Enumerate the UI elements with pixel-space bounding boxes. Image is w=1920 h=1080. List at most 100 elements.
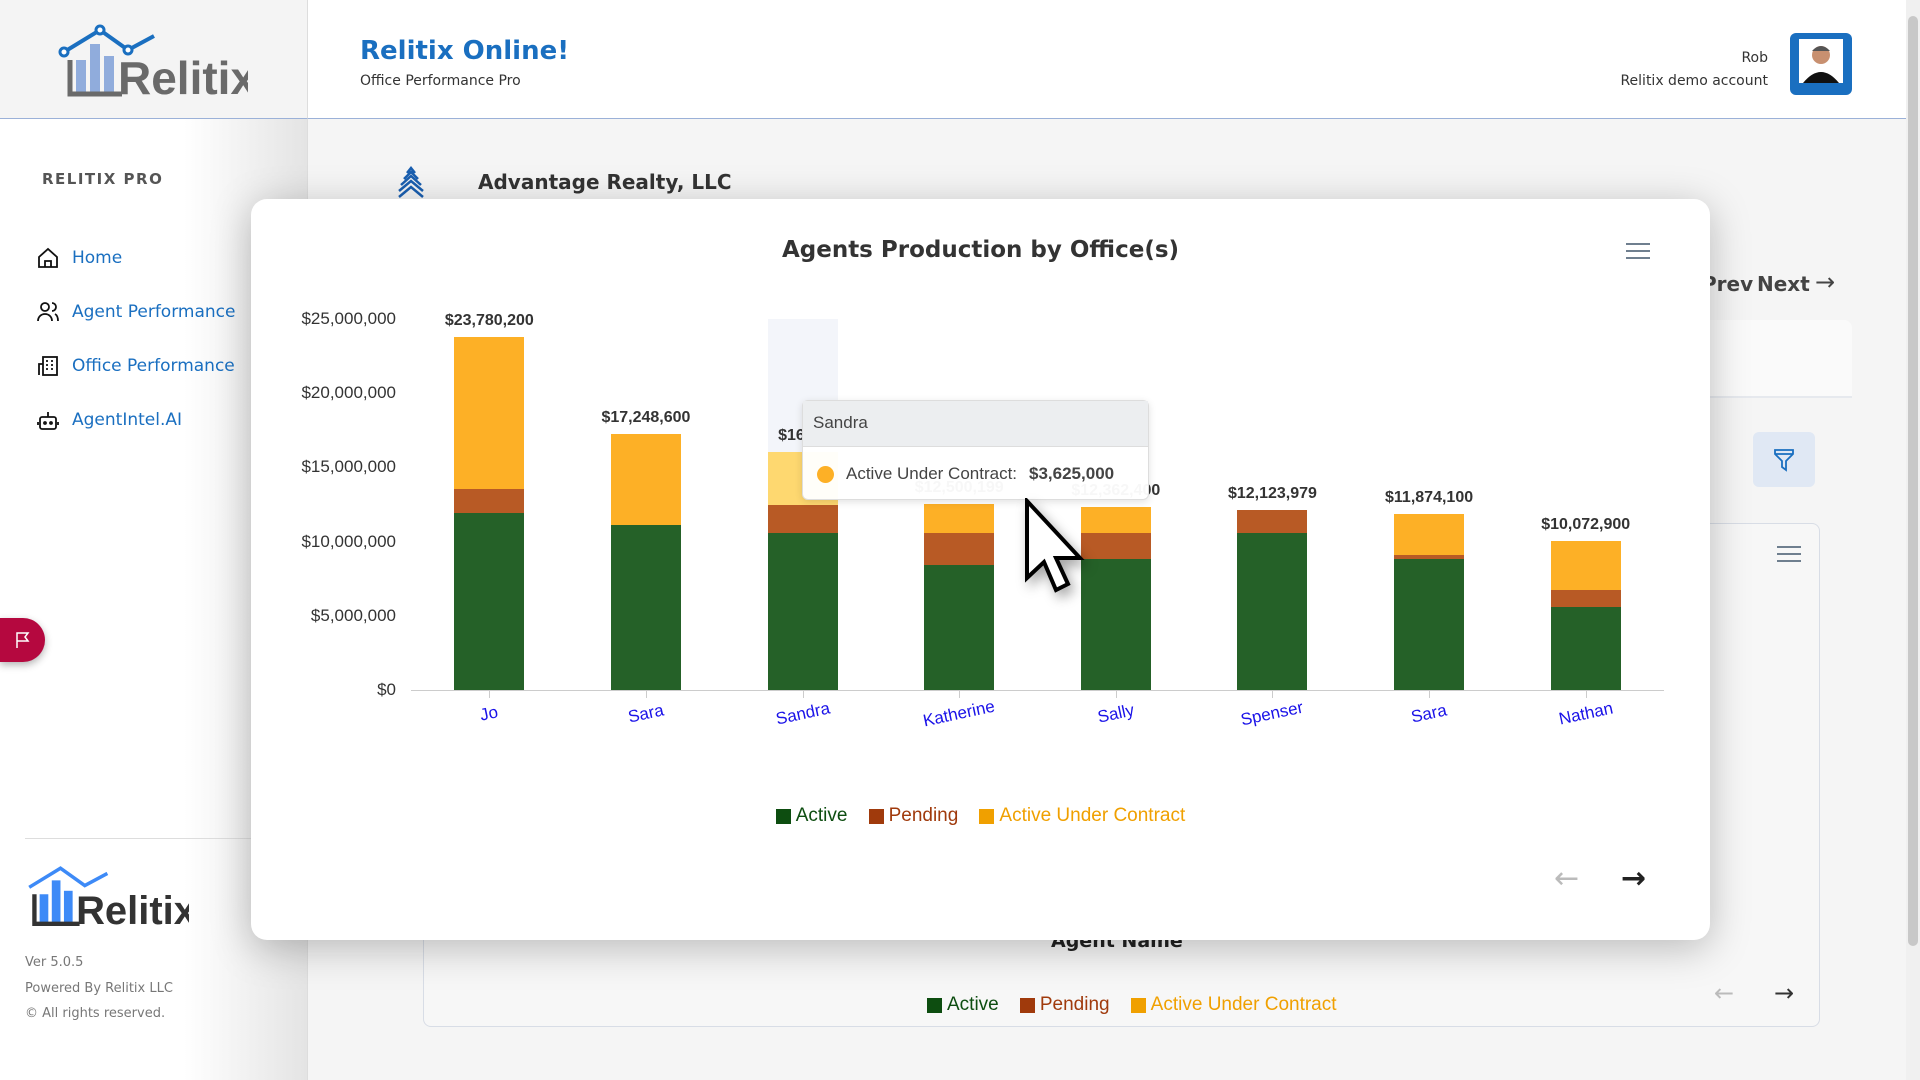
bar-segment-pending[interactable] xyxy=(1080,532,1151,560)
x-tick-label[interactable]: Sara xyxy=(1409,700,1449,727)
svg-text:Relitix: Relitix xyxy=(76,889,189,931)
office-building-icon xyxy=(398,165,424,198)
next-page-arrow[interactable]: → xyxy=(1774,979,1795,1007)
sidebar-divider xyxy=(25,838,308,839)
flag-icon xyxy=(15,632,29,648)
sidebar-item-office-performance[interactable]: Office Performance xyxy=(36,354,235,378)
bar-total-label: $17,248,600 xyxy=(601,409,691,427)
background-chart-menu-icon[interactable] xyxy=(1777,546,1801,562)
y-tick-label: $10,000,000 xyxy=(301,531,396,551)
bar-segment-pending[interactable] xyxy=(1550,589,1621,607)
app-subtitle: Office Performance Pro xyxy=(360,73,521,89)
x-tick xyxy=(1272,690,1274,698)
building-icon xyxy=(38,356,58,376)
feedback-flag-button[interactable] xyxy=(0,618,45,662)
chart-next-arrow[interactable]: → xyxy=(1621,861,1647,896)
bar-segment-active-under-contract[interactable] xyxy=(610,434,681,526)
prev-button[interactable]: Prev xyxy=(1702,272,1754,296)
app-title: Relitix Online! xyxy=(360,36,570,66)
bar-segment-active[interactable] xyxy=(1550,606,1621,690)
user-photo-icon xyxy=(1799,39,1843,83)
bar-segment-pending[interactable] xyxy=(1237,510,1308,533)
sidebar-item-label: Office Performance xyxy=(72,356,235,376)
x-tick xyxy=(645,690,647,698)
legend-active[interactable]: Active xyxy=(775,805,847,827)
y-tick-label: $0 xyxy=(377,680,396,699)
y-tick-label: $15,000,000 xyxy=(301,457,396,477)
chart-prev-arrow[interactable]: ← xyxy=(1554,861,1580,896)
sidebar-item-agent-performance[interactable]: Agent Performance xyxy=(36,300,235,324)
y-tick-label: $5,000,000 xyxy=(310,605,396,625)
tooltip-series-dot xyxy=(817,465,834,483)
bar-segment-active[interactable] xyxy=(924,565,995,690)
bar-segment-active[interactable] xyxy=(767,532,838,690)
legend-active[interactable]: Active xyxy=(927,994,999,1016)
relitix-logo: Relitix xyxy=(58,24,248,102)
x-tick xyxy=(489,690,491,698)
x-axis-line xyxy=(411,690,1664,691)
header: Relitix Online! Office Performance Pro R… xyxy=(308,0,1906,119)
sidebar-item-label: AgentIntel.AI xyxy=(72,410,183,430)
account-name: Relitix demo account xyxy=(1620,73,1768,89)
user-name: Rob xyxy=(1741,50,1768,66)
bar-segment-active-under-contract[interactable] xyxy=(924,504,995,533)
bar-segment-active[interactable] xyxy=(1394,559,1465,690)
version-text: Ver 5.0.5 xyxy=(25,955,84,970)
bar-segment-active-under-contract[interactable] xyxy=(1394,513,1465,555)
robot-icon xyxy=(37,412,59,430)
scrollbar-thumb[interactable] xyxy=(1908,16,1918,946)
svg-text:Relitix: Relitix xyxy=(118,52,248,102)
legend-pending[interactable]: Pending xyxy=(868,805,958,827)
x-tick-label[interactable]: Jo xyxy=(478,702,500,725)
x-tick xyxy=(1429,690,1431,698)
bar-segment-pending[interactable] xyxy=(767,505,838,533)
x-tick xyxy=(1585,690,1587,698)
sidebar-item-home[interactable]: Home xyxy=(36,246,122,270)
powered-by-text: Powered By Relitix LLC xyxy=(25,981,173,996)
background-legend: Active Pending Active Under Contract xyxy=(919,994,1345,1017)
bar-segment-pending[interactable] xyxy=(454,488,525,514)
background-card xyxy=(1700,320,1852,398)
home-icon xyxy=(38,247,58,268)
bar-total-label: $10,072,900 xyxy=(1541,515,1631,533)
y-tick-label: $20,000,000 xyxy=(301,383,396,403)
bar-segment-active[interactable] xyxy=(1080,559,1151,690)
x-tick-label[interactable]: Nathan xyxy=(1556,698,1615,729)
scrollbar[interactable] xyxy=(1906,0,1920,1080)
legend-auc[interactable]: Active Under Contract xyxy=(1130,994,1337,1016)
rights-text: © All rights reserved. xyxy=(25,1006,166,1021)
filter-button[interactable] xyxy=(1753,432,1815,487)
bar-segment-active[interactable] xyxy=(454,513,525,690)
chart-plot: $0 $5,000,000 $10,000,000 $15,000,000 $20,00… xyxy=(251,199,1710,940)
avatar[interactable] xyxy=(1790,33,1852,95)
x-tick-label[interactable]: Sara xyxy=(626,700,666,727)
legend-auc[interactable]: Active Under Contract xyxy=(979,805,1185,827)
x-tick xyxy=(1115,690,1117,698)
x-tick xyxy=(802,690,804,698)
bar-segment-active[interactable] xyxy=(610,525,681,690)
prev-page-arrow[interactable]: ← xyxy=(1714,979,1735,1007)
chart-modal: Agents Production by Office(s) $0 $5,000,… xyxy=(251,199,1710,940)
next-button[interactable]: Next xyxy=(1757,272,1810,296)
x-tick-label[interactable]: Katherine xyxy=(921,696,997,731)
bar-segment-active-under-contract[interactable] xyxy=(1550,540,1621,590)
legend-pending[interactable]: Pending xyxy=(1019,994,1110,1016)
x-tick xyxy=(959,690,961,698)
bar-segment-active-under-contract[interactable] xyxy=(454,337,525,489)
chart-tooltip: Sandra Active Under Contract: $3,625,000 xyxy=(802,400,1149,500)
x-tick-label[interactable]: Sally xyxy=(1095,700,1136,727)
bar-segment-active-under-contract[interactable] xyxy=(1080,506,1151,533)
mouse-cursor-icon xyxy=(1025,498,1085,593)
chart-menu-icon[interactable] xyxy=(1626,243,1650,259)
sidebar-section-title: RELITIX PRO xyxy=(42,170,164,188)
bar-segment-active[interactable] xyxy=(1237,532,1308,690)
bar-segment-pending[interactable] xyxy=(924,532,995,566)
logo-area: Relitix xyxy=(0,0,308,119)
users-icon xyxy=(37,302,59,322)
sidebar-item-agentintel[interactable]: AgentIntel.AI xyxy=(36,408,182,432)
x-tick-label[interactable]: Sandra xyxy=(773,698,832,729)
chart-title: Agents Production by Office(s) xyxy=(781,237,1180,263)
next-arrow-icon[interactable]: → xyxy=(1815,268,1836,296)
bar-segment-pending[interactable] xyxy=(1394,554,1465,560)
x-tick-label[interactable]: Spenser xyxy=(1239,697,1306,730)
